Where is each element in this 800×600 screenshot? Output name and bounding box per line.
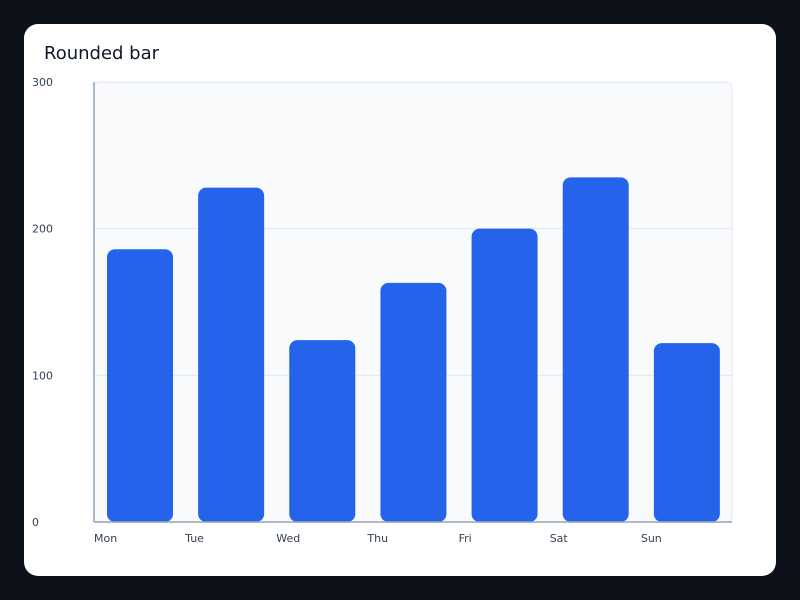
y-tick-label: 300 [32,76,53,89]
bar-thu[interactable] [380,282,447,522]
bar-wed[interactable] [289,340,356,522]
bar-fri[interactable] [471,228,538,522]
x-tick-label: Fri [459,532,472,545]
x-tick-label: Mon [94,532,117,545]
y-tick-labels: 0 100 200 300 [32,76,53,529]
x-tick-label: Sun [641,532,662,545]
x-tick-label: Wed [276,532,300,545]
x-tick-labels: Mon Tue Wed Thu Fri Sat Sun [94,532,662,545]
chart-title: Rounded bar [44,43,160,64]
x-tick-label: Tue [184,532,204,545]
x-tick-label: Sat [550,532,569,545]
y-tick-label: 100 [32,369,53,382]
y-tick-label: 0 [32,516,39,529]
bar-tue[interactable] [198,187,265,522]
x-tick-label: Thu [366,532,388,545]
bars [107,177,720,523]
bar-mon[interactable] [107,249,173,522]
bar-sat[interactable] [562,177,629,523]
bar-sun[interactable] [653,343,720,522]
y-tick-label: 200 [32,223,53,236]
